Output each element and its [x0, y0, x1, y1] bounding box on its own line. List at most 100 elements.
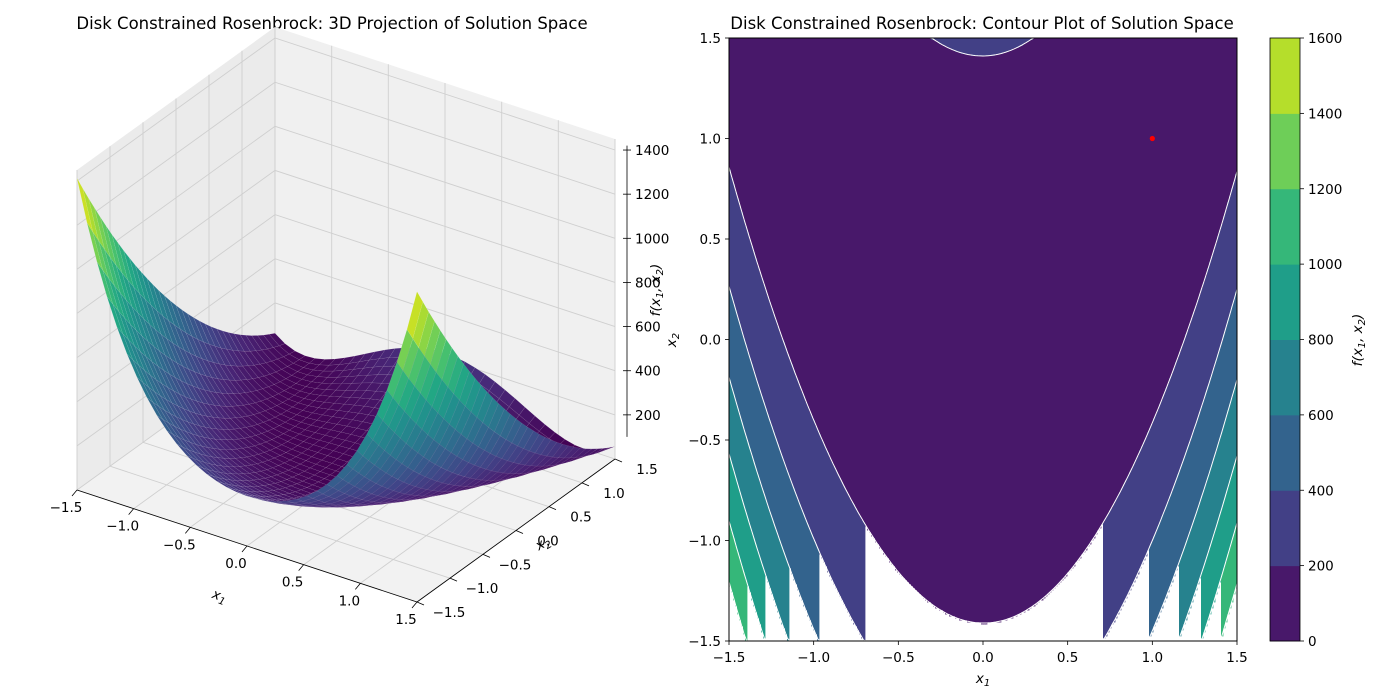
surface-z-tick-label: 800 — [635, 275, 661, 291]
contour-band-1 — [1217, 236, 1220, 355]
contour-band-0 — [961, 54, 964, 621]
contour-band-3 — [773, 524, 776, 601]
contour-band-4 — [761, 564, 764, 633]
contour-band-0 — [1197, 38, 1200, 301]
contour-x-tick-label: 0.5 — [1057, 650, 1078, 666]
contour-band-4 — [1215, 528, 1218, 595]
contour-band-1 — [789, 360, 792, 479]
surface-patch — [529, 433, 546, 454]
contour-band-1 — [1143, 442, 1146, 561]
contour-band-2 — [1205, 392, 1208, 485]
contour-band-1 — [1215, 244, 1218, 361]
contour-band-3 — [777, 536, 780, 613]
contour-line — [728, 376, 823, 642]
contour-band-0 — [1177, 38, 1180, 359]
contour-band-4 — [749, 526, 752, 593]
contour-band-2 — [737, 318, 740, 409]
colorbar-tick-label: 800 — [1308, 333, 1334, 349]
contour-band-0 — [753, 38, 756, 253]
contour-plot-title: Disk Constrained Rosenbrock: Contour Plo… — [730, 14, 1233, 33]
contour-band-1 — [1107, 514, 1110, 633]
contour-band-3 — [763, 494, 766, 571]
contour-band-0 — [995, 54, 998, 623]
contour-band-0 — [927, 38, 930, 603]
contour-band-1 — [733, 184, 736, 305]
contour-band-2 — [789, 478, 792, 569]
contour-band-0 — [1003, 52, 1006, 621]
contour-band-4 — [731, 464, 734, 533]
contour-band-0 — [751, 38, 754, 247]
contour-band-1 — [1009, 38, 1012, 51]
contour-band-0 — [1205, 38, 1208, 277]
contour-band-0 — [741, 38, 744, 213]
contour-band-0 — [771, 38, 774, 309]
contour-band-1 — [827, 452, 830, 573]
contour-band-1 — [947, 38, 950, 49]
contour-band-2 — [793, 488, 796, 581]
contour-band-0 — [1013, 48, 1016, 617]
contour-band-4 — [1217, 520, 1220, 589]
contour-band-1 — [849, 498, 852, 617]
contour-band-0 — [833, 38, 836, 467]
contour-band-0 — [1071, 38, 1074, 569]
surface-x-tick-label: 1.5 — [395, 612, 416, 628]
contour-band-0 — [903, 38, 906, 579]
contour-band-1 — [1005, 38, 1008, 53]
contour-band-1 — [1163, 394, 1166, 513]
contour-band-0 — [1215, 38, 1218, 245]
contour-band-1 — [1141, 446, 1144, 565]
contour-band-1 — [803, 396, 806, 515]
contour-band-0 — [1179, 38, 1182, 353]
contour-band-0 — [839, 38, 842, 479]
surface-z-tick-label: 200 — [635, 408, 661, 424]
contour-band-1 — [1225, 210, 1228, 329]
contour-band-1 — [761, 278, 764, 397]
contour-band-2 — [1225, 328, 1228, 419]
contour-band-2 — [1197, 418, 1200, 509]
surface-y-tick — [515, 530, 524, 534]
contour-band-0 — [1123, 38, 1126, 485]
contour-band-0 — [1085, 38, 1088, 551]
contour-band-0 — [775, 38, 778, 321]
surface-x-tick-label: 0.5 — [282, 575, 303, 591]
contour-band-3 — [745, 436, 748, 513]
surface-x-axis-label: x1 — [208, 586, 229, 608]
contour-band-0 — [779, 38, 782, 333]
contour-band-0 — [1061, 38, 1064, 581]
contour-band-2 — [801, 510, 804, 601]
contour-band-0 — [759, 38, 762, 273]
contour-band-2 — [749, 358, 752, 449]
contour-band-0 — [801, 38, 804, 393]
contour-band-5 — [1231, 540, 1234, 603]
contour-band-2 — [763, 402, 766, 495]
contour-band-0 — [745, 38, 748, 227]
contour-band-0 — [977, 56, 980, 623]
colorbar-segment — [1270, 339, 1300, 416]
contour-band-0 — [907, 38, 910, 583]
contour-band-0 — [909, 38, 912, 585]
contour-y-tick-label: −1.5 — [688, 634, 721, 650]
surface-patch — [575, 448, 593, 458]
contour-band-1 — [1227, 202, 1230, 321]
contour-line — [728, 285, 869, 642]
contour-x-tick-label: 1.0 — [1142, 650, 1163, 666]
surface-x-tick — [185, 527, 191, 534]
contour-band-5 — [733, 538, 736, 601]
contour-y-tick-label: −1.0 — [688, 534, 721, 550]
contour-band-3 — [1197, 508, 1200, 585]
contour-band-0 — [1051, 38, 1054, 591]
contour-band-2 — [1173, 486, 1176, 577]
contour-band-1 — [1179, 352, 1182, 471]
contour-band-0 — [1139, 38, 1142, 451]
contour-band-0 — [1127, 38, 1130, 477]
contour-band-1 — [931, 38, 934, 41]
contour-band-2 — [813, 540, 816, 631]
contour-band-2 — [785, 468, 788, 559]
contour-band-3 — [1209, 470, 1212, 547]
colorbar: 0 200 400 600 800 1000 1200 1400 1600 — [1269, 31, 1342, 650]
contour-band-0 — [817, 38, 820, 431]
contour-band-0 — [1211, 38, 1214, 257]
contour-band-4 — [739, 492, 742, 561]
surface-x-tick — [128, 508, 134, 515]
contour-band-5 — [1233, 534, 1236, 595]
